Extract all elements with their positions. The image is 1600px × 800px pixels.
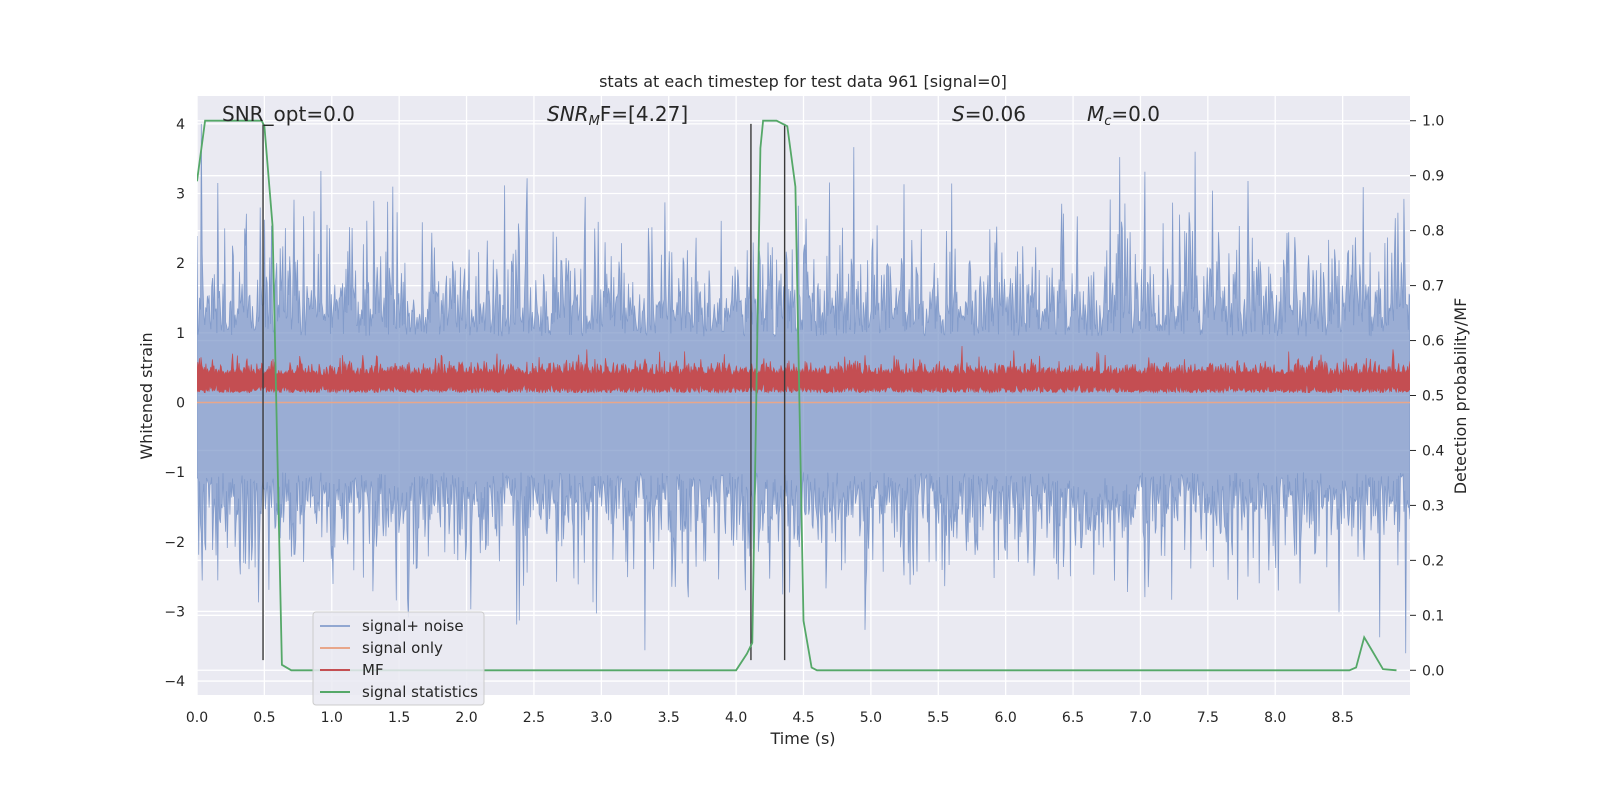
y-tick-label: 3: [176, 187, 185, 203]
snr-mf-subscript: M: [589, 114, 600, 129]
y2-tick-label: 0.1: [1422, 608, 1444, 624]
y-tick-label: −4: [164, 674, 185, 690]
s-symbol: S: [952, 102, 965, 126]
x-tick-label: 2.0: [455, 710, 477, 726]
legend: signal+ noise signal only MF signal statist…: [312, 611, 485, 706]
mc-symbol: M: [1087, 102, 1104, 126]
y2-tick-label: 0.2: [1422, 553, 1444, 569]
y2-tick-label: 0.3: [1422, 498, 1444, 514]
y2-tick-label: 0.0: [1422, 663, 1444, 679]
legend-label: signal only: [362, 639, 443, 657]
x-tick-label: 8.0: [1264, 710, 1286, 726]
x-tick-label: 1.5: [388, 710, 410, 726]
mc-value: =0.0: [1111, 102, 1160, 126]
x-tick-label: 6.5: [1062, 710, 1084, 726]
x-tick-label: 2.5: [523, 710, 545, 726]
chart-title: stats at each timestep for test data 961…: [599, 72, 1007, 91]
x-tick-label: 4.0: [725, 710, 747, 726]
s-annotation: S=0.06: [952, 102, 1026, 126]
y-axis-label: Whitened strain: [137, 332, 156, 459]
y-tick-label: 2: [176, 256, 185, 272]
x-tick-label: 6.0: [995, 710, 1017, 726]
snr-opt-annotation: SNR_opt=0.0: [222, 102, 355, 126]
y-tick-label: 1: [176, 326, 185, 342]
tick-labels: 0.0 0.5 1.0 1.5 2.0 2.5 3.0 3.5 4.0 4.5 5.0 5.5 6.0 6…: [164, 114, 1444, 726]
y2-tick-label: 0.8: [1422, 224, 1444, 240]
x-tick-label: 7.0: [1129, 710, 1151, 726]
x-tick-label: 3.5: [658, 710, 680, 726]
y2-tick-label: 0.9: [1422, 169, 1444, 185]
x-tick-label: 1.0: [321, 710, 343, 726]
data-layer: [197, 119, 1410, 672]
y-tick-label: −3: [164, 604, 185, 620]
legend-box: [312, 611, 485, 706]
x-tick-label: 4.5: [792, 710, 814, 726]
y2-tick-label: 1.0: [1422, 114, 1444, 130]
legend-label: signal+ noise: [362, 617, 464, 635]
signal-statistics-series: [197, 119, 1397, 672]
legend-label: MF: [362, 661, 384, 679]
snr-mf-annotation: SNRMF=[4.27]: [547, 102, 688, 129]
s-value: =0.06: [965, 102, 1026, 126]
x-tick-label: 3.0: [590, 710, 612, 726]
mf-series: [197, 345, 1410, 395]
y2-tick-label: 0.6: [1422, 334, 1444, 350]
legend-label: signal statistics: [362, 683, 478, 701]
y2-tick-label: 0.4: [1422, 443, 1444, 459]
y-tick-label: 0: [176, 395, 185, 411]
y-tick-label: −1: [164, 465, 185, 481]
mc-annotation: Mc=0.0: [1087, 102, 1160, 129]
x-tick-label: 7.5: [1197, 710, 1219, 726]
x-tick-label: 0.0: [186, 710, 208, 726]
snr-mf-symbol: SNR: [547, 102, 589, 126]
x-tick-label: 5.5: [927, 710, 949, 726]
y2-tick-label: 0.7: [1422, 279, 1444, 295]
snr-mf-value: F=[4.27]: [600, 102, 688, 126]
y-tick-label: 4: [176, 117, 185, 133]
y-tick-label: −2: [164, 535, 185, 551]
x-tick-label: 0.5: [253, 710, 275, 726]
x-tick-label: 8.5: [1331, 710, 1353, 726]
y2-tick-label: 0.5: [1422, 389, 1444, 405]
x-tick-label: 5.0: [860, 710, 882, 726]
x-axis-label: Time (s): [769, 729, 835, 748]
mc-subscript: c: [1104, 114, 1111, 129]
y2-axis-label: Detection probability/MF: [1451, 298, 1470, 495]
